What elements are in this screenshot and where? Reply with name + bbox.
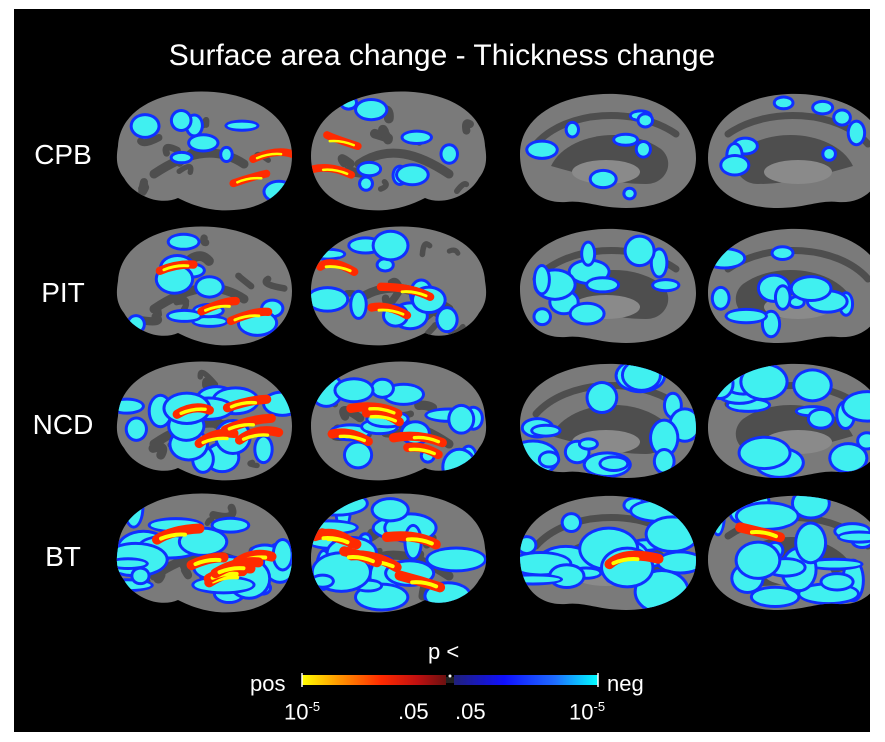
row-label-ncd: NCD: [32, 409, 94, 440]
brain-surface-r1-c4: [708, 93, 870, 208]
row-label-pit: PIT: [41, 277, 85, 308]
brain-surface-r4-c1: [116, 493, 292, 613]
colorbar-label: p <: [428, 639, 460, 664]
brain-surface-r4-c4: [708, 495, 870, 610]
brain-surface-r3-c1: [116, 361, 292, 481]
brain-surface-r2-c4: [708, 228, 870, 343]
colorbar-tick-1: 10-5: [284, 699, 321, 725]
brain-surface-r3-c3: [520, 363, 696, 478]
colorbar-neg-label: neg: [607, 671, 644, 696]
row-label-cpb: CPB: [34, 139, 92, 170]
colorbar-positive-segment: [302, 675, 446, 685]
colorbar-gap: [446, 677, 454, 683]
brain-surface-r2-c2: [311, 226, 487, 346]
brain-surface-r1-c2: [311, 91, 487, 211]
figure-panel: Surface area change - Thickness change C…: [14, 9, 870, 732]
colorbar-tick-3: .05: [455, 699, 486, 724]
brain-surface-r4-c2: [311, 493, 487, 613]
colorbar-pos-label: pos: [250, 671, 286, 696]
colorbar-tick-2: .05: [398, 699, 429, 724]
figure-title: Surface area change - Thickness change: [168, 39, 716, 72]
colorbar-negative-segment: [454, 675, 598, 685]
brain-surface-r4-c3: [520, 495, 696, 611]
colorbar: [301, 673, 599, 687]
brain-surface-grid: [116, 91, 870, 613]
brain-surface-r3-c2: [311, 361, 487, 481]
brain-surface-r2-c3: [520, 228, 696, 343]
brain-surface-r2-c1: [116, 226, 292, 346]
colorbar-tick-4: 10-5: [569, 699, 606, 725]
brain-surface-r1-c3: [520, 93, 696, 209]
brain-surface-r1-c1: [116, 91, 292, 211]
colorbar-center-dot: [448, 674, 452, 678]
row-label-bt: BT: [45, 541, 81, 572]
brain-surface-r3-c4: [708, 363, 870, 479]
